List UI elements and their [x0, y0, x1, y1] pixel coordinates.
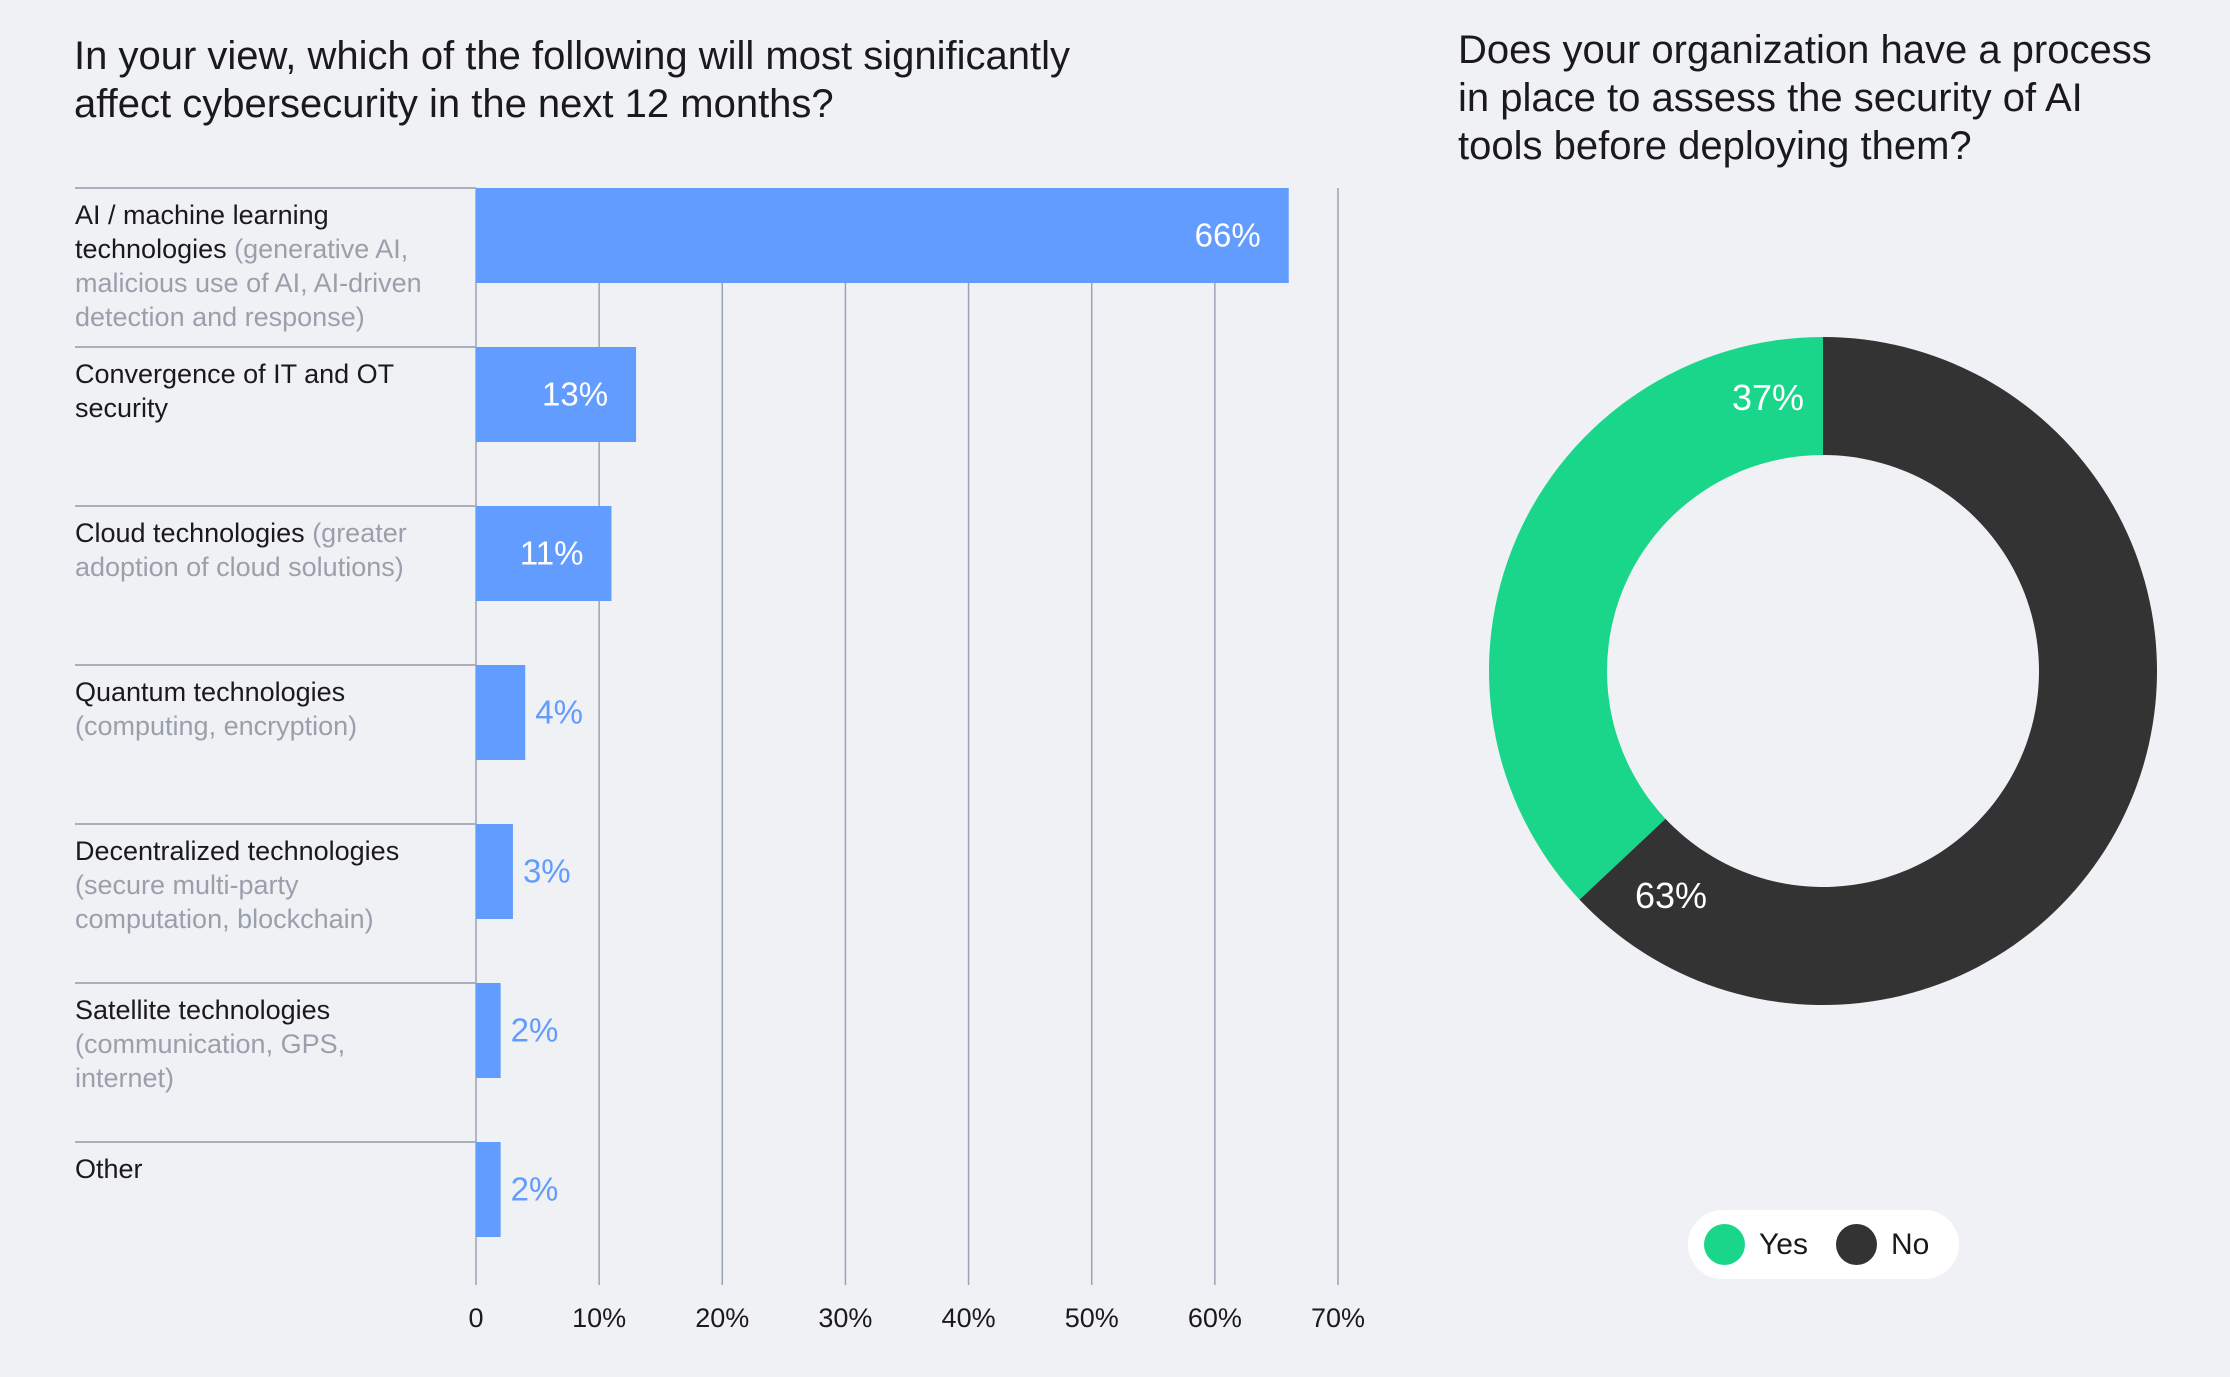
category-label: Other [75, 1152, 435, 1186]
bar [476, 983, 501, 1078]
legend-item-no: No [1835, 1224, 1930, 1265]
x-tick-label: 60% [1188, 1303, 1242, 1333]
bar-value-label: 11% [520, 535, 584, 572]
bar-chart-title: In your view, which of the following wil… [74, 34, 1070, 126]
x-tick-label: 0 [468, 1303, 483, 1333]
x-tick-label: 10% [572, 1303, 626, 1333]
category-label: Decentralized technologies (secure multi… [75, 834, 435, 936]
category-label: AI / machine learning technologies (gene… [75, 198, 425, 334]
bar [476, 188, 1289, 283]
bar [476, 824, 513, 919]
x-tick-label: 20% [695, 1303, 749, 1333]
legend-swatch-no [1835, 1224, 1877, 1265]
legend-swatch-yes [1704, 1224, 1745, 1265]
x-tick-label: 40% [942, 1303, 996, 1333]
donut-chart-title: Does your organization have a process in… [1458, 28, 2152, 168]
bar-value-label: 3% [523, 853, 571, 890]
category-detail: (secure multi-party computation, blockch… [75, 870, 374, 934]
category-detail: (greater adoption of cloud solutions) [75, 518, 407, 582]
category-name: Other [75, 1154, 143, 1184]
legend-label-no: No [1890, 1227, 1930, 1261]
bar [476, 665, 526, 760]
category-label: Quantum technologies (computing, encrypt… [75, 675, 435, 743]
donut-label-no: 63% [1635, 875, 1707, 916]
bar-value-label: 66% [1195, 217, 1261, 254]
legend-item-yes: Yes [1704, 1224, 1808, 1265]
donut-legend: Yes No [1688, 1210, 1959, 1279]
bar-value-label: 13% [542, 376, 608, 413]
legend-label-yes: Yes [1759, 1227, 1808, 1261]
category-detail: (communication, GPS, internet) [75, 1029, 346, 1093]
category-name: AI / machine learning technologies [75, 200, 329, 264]
x-tick-label: 30% [818, 1303, 872, 1333]
category-name: Quantum technologies [75, 677, 346, 707]
category-name: Decentralized technologies [75, 836, 400, 866]
category-label: Satellite technologies (communication, G… [75, 993, 435, 1095]
category-detail: (computing, encryption) [75, 711, 358, 741]
category-detail: (generative AI, malicious use of AI, AI-… [75, 234, 422, 332]
bar-value-label: 4% [535, 694, 583, 731]
bar-value-label: 2% [511, 1171, 559, 1208]
x-tick-label: 70% [1311, 1303, 1365, 1333]
category-name: Satellite technologies [75, 995, 331, 1025]
donut-label-yes: 37% [1732, 377, 1804, 418]
category-label: Convergence of IT and OT security [75, 357, 435, 425]
bar-value-label: 2% [511, 1012, 559, 1049]
x-tick-label: 50% [1065, 1303, 1119, 1333]
category-name: Cloud technologies [75, 518, 305, 548]
category-name: Convergence of IT and OT security [75, 359, 394, 423]
bar [476, 1142, 501, 1237]
bar [476, 506, 612, 601]
category-label: Cloud technologies (greater adoption of … [75, 516, 435, 584]
donut-slice-no [1579, 337, 2157, 1005]
donut-slice-yes [1489, 337, 1823, 900]
bar [476, 347, 637, 442]
